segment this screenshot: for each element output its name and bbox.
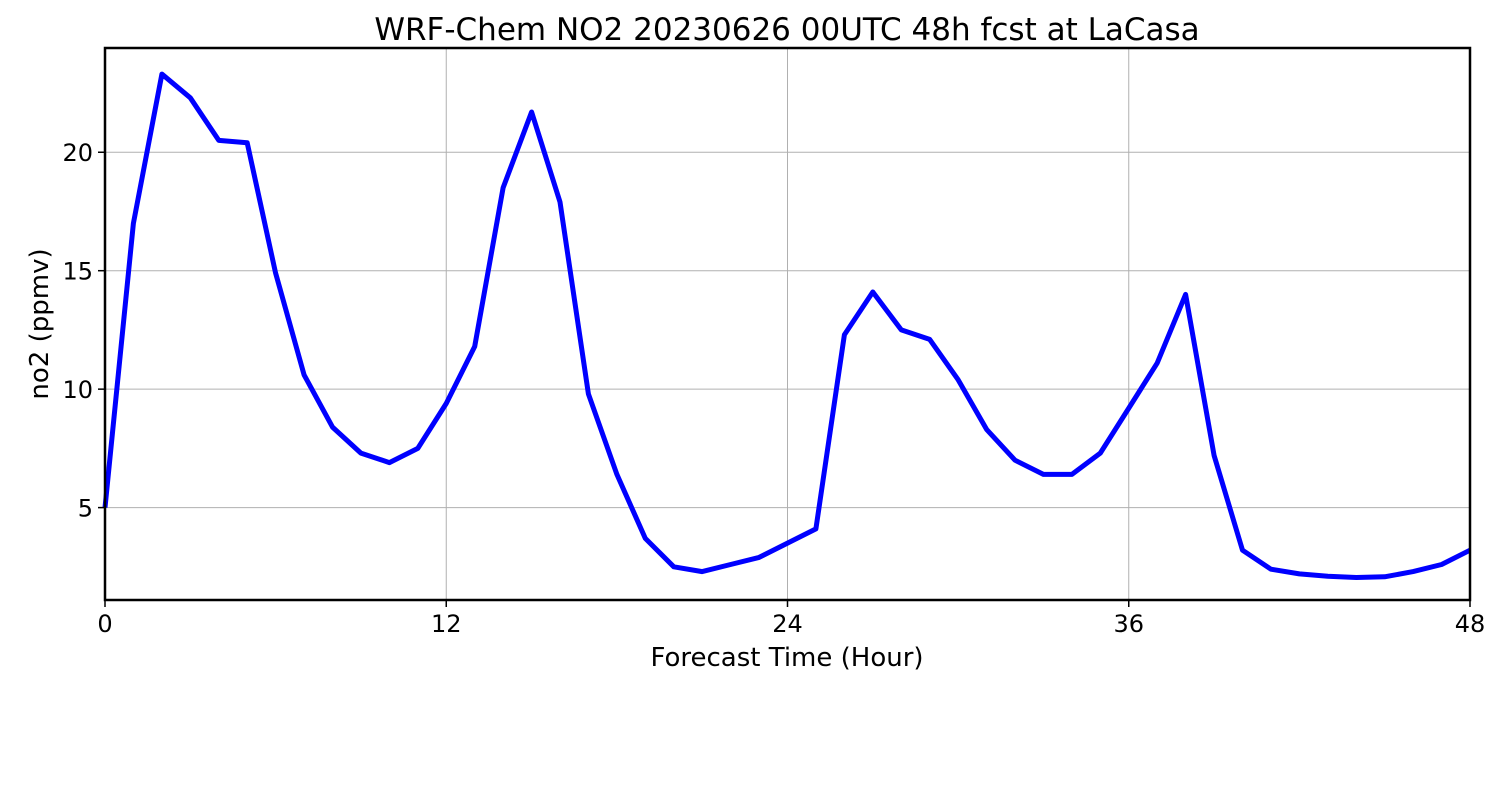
x-tick-label: 24 — [772, 610, 803, 638]
x-tick-label: 36 — [1113, 610, 1144, 638]
x-axis-label: Forecast Time (Hour) — [650, 643, 923, 673]
y-tick-label: 10 — [62, 376, 93, 404]
x-tick-label: 0 — [97, 610, 112, 638]
y-tick-label: 5 — [78, 495, 93, 523]
x-tick-label: 48 — [1455, 610, 1486, 638]
y-axis-label: no2 (ppmv) — [25, 248, 55, 399]
no2-series-line — [102, 71, 1472, 580]
gridlines — [104, 48, 1471, 600]
x-tick-label: 12 — [431, 610, 462, 638]
series-layer — [102, 71, 1472, 580]
axis-ticks: 0 12 24 36 48 5 10 15 20 — [62, 139, 1485, 638]
y-tick-label: 20 — [62, 139, 93, 167]
chart-title: WRF-Chem NO2 20230626 00UTC 48h fcst at … — [374, 12, 1199, 48]
y-tick-label: 15 — [62, 258, 93, 286]
